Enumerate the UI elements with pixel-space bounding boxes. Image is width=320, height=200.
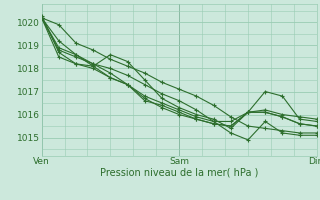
X-axis label: Pression niveau de la mer( hPa ): Pression niveau de la mer( hPa ) — [100, 168, 258, 178]
